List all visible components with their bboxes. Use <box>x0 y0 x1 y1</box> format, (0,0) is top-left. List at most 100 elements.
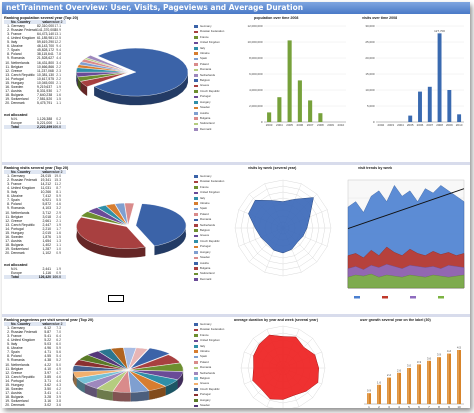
table-row: 5. Italy 59,619,290 12.2 <box>4 40 66 44</box>
pie-slice <box>76 217 146 249</box>
title-bar: netTrainment Overview: User, Visits, Pag… <box>2 2 470 14</box>
total-value: 2,222,499 <box>37 125 53 130</box>
percent-cell: 1.5 <box>56 234 61 239</box>
percent-cell: 2.2 <box>56 64 61 69</box>
percent-cell: 2.4 <box>56 214 61 219</box>
percent-cell: 6.2 <box>56 338 61 343</box>
x-tick-label: 10 <box>457 405 461 408</box>
country-cell: France <box>11 334 22 339</box>
legend-label: France <box>200 34 209 39</box>
table-header-cell: value 2 <box>51 20 63 25</box>
legend-label: Austria <box>200 260 209 265</box>
row-number: 12. <box>5 218 10 223</box>
pie-slice <box>86 55 129 72</box>
legend-item: Italy <box>194 196 224 201</box>
legend-label: Sweden <box>200 403 211 408</box>
pie-slice <box>73 359 128 371</box>
country-cell: Czech Republic <box>11 72 35 77</box>
bar <box>387 377 391 404</box>
table-row: 5. Italy 10,266 8.1 <box>4 190 66 194</box>
percent-cell: 5.2 <box>56 358 61 363</box>
legend-swatch <box>194 372 198 375</box>
country-cell: Sweden <box>11 234 24 239</box>
percent-cell: 1.1 <box>56 242 61 247</box>
pie-slice <box>128 369 183 380</box>
x-tick-label: 1 <box>368 405 370 408</box>
subtotal-row: N.N. 2,441 1.9 <box>4 267 66 271</box>
percent-cell: 3.9 <box>56 394 61 399</box>
pie-slice <box>76 370 128 384</box>
legend-item: Spain <box>194 206 224 211</box>
x-tick-label: 2005 <box>286 123 293 127</box>
population-pie-chart <box>76 47 188 106</box>
country-cell: Poland <box>11 202 22 207</box>
legend-item: United Kingdom <box>194 40 224 45</box>
visits-legend: Germany Russian Federation France United Ki… <box>194 174 224 282</box>
population-bar-chart: 0 2,000,000 4,000,000 6,000,000 8,000,000 10,… <box>247 24 346 127</box>
value-cell: 3.71 <box>44 378 51 383</box>
percent-cell: 4.2 <box>56 386 61 391</box>
country-cell: Sweden <box>11 84 24 89</box>
x-tick-label: 7 <box>428 405 430 408</box>
bar <box>377 384 381 404</box>
value-cell: 19,341 <box>40 178 51 183</box>
legend-swatch <box>194 272 198 276</box>
selection-box[interactable] <box>108 295 124 302</box>
country-cell: Switzerland <box>11 398 29 403</box>
table-header-row: No. Country value value 2 <box>4 170 66 175</box>
legend-item: Germany <box>194 24 224 29</box>
legend-item: Greece <box>194 233 224 238</box>
legend-label: Spain <box>200 56 208 61</box>
row-number: 9. <box>7 56 10 61</box>
value-cell: 61,185,981 <box>37 36 54 41</box>
legend-label: Portugal <box>200 94 211 99</box>
row-number: 14. <box>5 226 10 231</box>
legend-swatch <box>194 256 198 260</box>
pie-slice-side <box>112 391 131 402</box>
data-label: 127,700 <box>434 29 445 33</box>
legend-item: Bulgaria <box>194 116 224 121</box>
pie-slice <box>128 362 184 372</box>
legend-swatch <box>194 355 198 359</box>
percent-cell: 4.6 <box>56 374 61 379</box>
country-cell: Hungary <box>11 382 24 387</box>
percent-cell: 2.9 <box>56 210 61 215</box>
user-growth-bar-chart: 1 0.9 2 1.6 3 2.2 4 2.6 5 3.0 6 3.3 7 3.6 8 3.9 9 4.2 10 4.… <box>364 346 464 408</box>
table-row: 5. Italy 5.03 6.0 <box>4 342 66 346</box>
x-tick-label: 2009 <box>446 123 453 127</box>
legend-item: United Kingdom <box>194 190 224 195</box>
bar <box>397 372 401 404</box>
value-cell: 4.22 <box>44 362 51 367</box>
legend-item: Russian Federation <box>194 29 224 34</box>
table-row: 4. United Kingdom 11,031 8.7 <box>4 186 66 190</box>
legend-item: Hungary <box>194 398 224 403</box>
legend-item: Czech Republic <box>194 387 224 392</box>
percent-cell: 5.5 <box>56 198 61 203</box>
table-header-cell: value 2 <box>51 322 63 327</box>
value-cell: 1,126,388 <box>37 117 53 122</box>
duration-radar-title: average duration by year and week (sever… <box>234 318 318 322</box>
table-row: 6. Ukraine 4.96 5.9 <box>4 346 66 350</box>
pie-slice <box>80 72 129 87</box>
percent-cell: 3.6 <box>56 402 61 407</box>
table-row: 15. Hungary 10,045,000 2.1 <box>4 81 66 85</box>
data-label: 2.6 <box>397 368 402 372</box>
table-row: 10. Netherlands 3,712 2.9 <box>4 211 66 215</box>
table-row: 6. Ukraine 46,143,700 9.4 <box>4 44 66 48</box>
pie-slice <box>96 370 128 392</box>
table-row: 20. Denmark 5,475,791 1.1 <box>4 101 66 105</box>
table-row: 16. Sweden 9,219,637 1.9 <box>4 85 66 89</box>
table-row: 15. Hungary 2,015 1.6 <box>4 231 66 235</box>
legend-swatch <box>194 186 198 189</box>
percent-cell: 8.7 <box>56 186 61 191</box>
value-cell: 1,287 <box>42 246 52 251</box>
legend-label: United Kingdom <box>200 190 220 195</box>
y-tick-label: 0 <box>261 120 263 124</box>
x-tick-label: 2009 <box>327 123 334 127</box>
row-number: 6. <box>7 44 10 49</box>
table-row: 10. Netherlands 4.22 5.0 <box>4 363 66 367</box>
table-row: 7. Spain 6,921 5.5 <box>4 198 66 202</box>
country-cell: Austria <box>11 238 22 243</box>
legend-swatch <box>194 63 198 66</box>
bar <box>407 368 411 404</box>
